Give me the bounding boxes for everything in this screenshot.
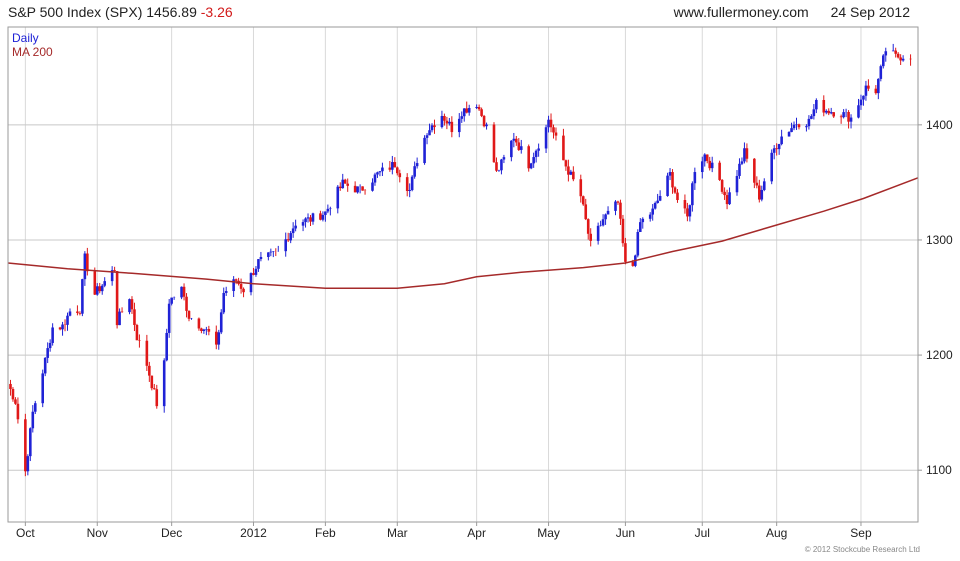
x-tick-label: Aug xyxy=(766,526,787,540)
y-tick-label: 1100 xyxy=(926,463,952,477)
chart-date: 24 Sep 2012 xyxy=(830,4,910,20)
x-tick-label: Dec xyxy=(161,526,182,540)
x-tick-label: Feb xyxy=(315,526,336,540)
price-bars xyxy=(7,43,912,477)
chart-header-right: www.fullermoney.com 24 Sep 2012 xyxy=(674,4,910,20)
y-tick-label: 1200 xyxy=(926,348,953,362)
x-tick-label: Mar xyxy=(387,526,408,540)
x-tick-label: Oct xyxy=(16,526,35,540)
axes: 1100 1200 1300 1400 Oct Nov Dec 2012 Feb Mar Apr Ma… xyxy=(7,26,953,540)
x-tick-label: Apr xyxy=(467,526,486,540)
x-tick-label: Sep xyxy=(850,526,872,540)
x-tick-label: May xyxy=(537,526,560,540)
ma-200-line xyxy=(7,177,919,290)
plot-frame xyxy=(7,26,919,523)
index-change: -3.26 xyxy=(200,4,233,20)
legend-daily: Daily xyxy=(12,31,39,45)
x-tick-label: Jun xyxy=(616,526,635,540)
chart-header-left: S&P 500 Index (SPX) 1456.89 -3.26 xyxy=(8,4,233,20)
y-tick-label: 1300 xyxy=(926,233,953,247)
source-website[interactable]: www.fullermoney.com xyxy=(673,4,809,20)
legend-ma-200: MA 200 xyxy=(12,45,53,59)
ma-200-series xyxy=(7,177,919,290)
index-title: S&P 500 Index (SPX) 1456.89 xyxy=(8,4,197,20)
x-tick-label: 2012 xyxy=(240,526,267,540)
copyright-notice: © 2012 Stockcube Research Ltd xyxy=(804,545,920,554)
x-tick-label: Nov xyxy=(87,526,108,540)
y-tick-label: 1400 xyxy=(926,118,953,132)
chart-legend: Daily MA 200 xyxy=(12,31,53,59)
x-tick-label: Jul xyxy=(695,526,710,540)
